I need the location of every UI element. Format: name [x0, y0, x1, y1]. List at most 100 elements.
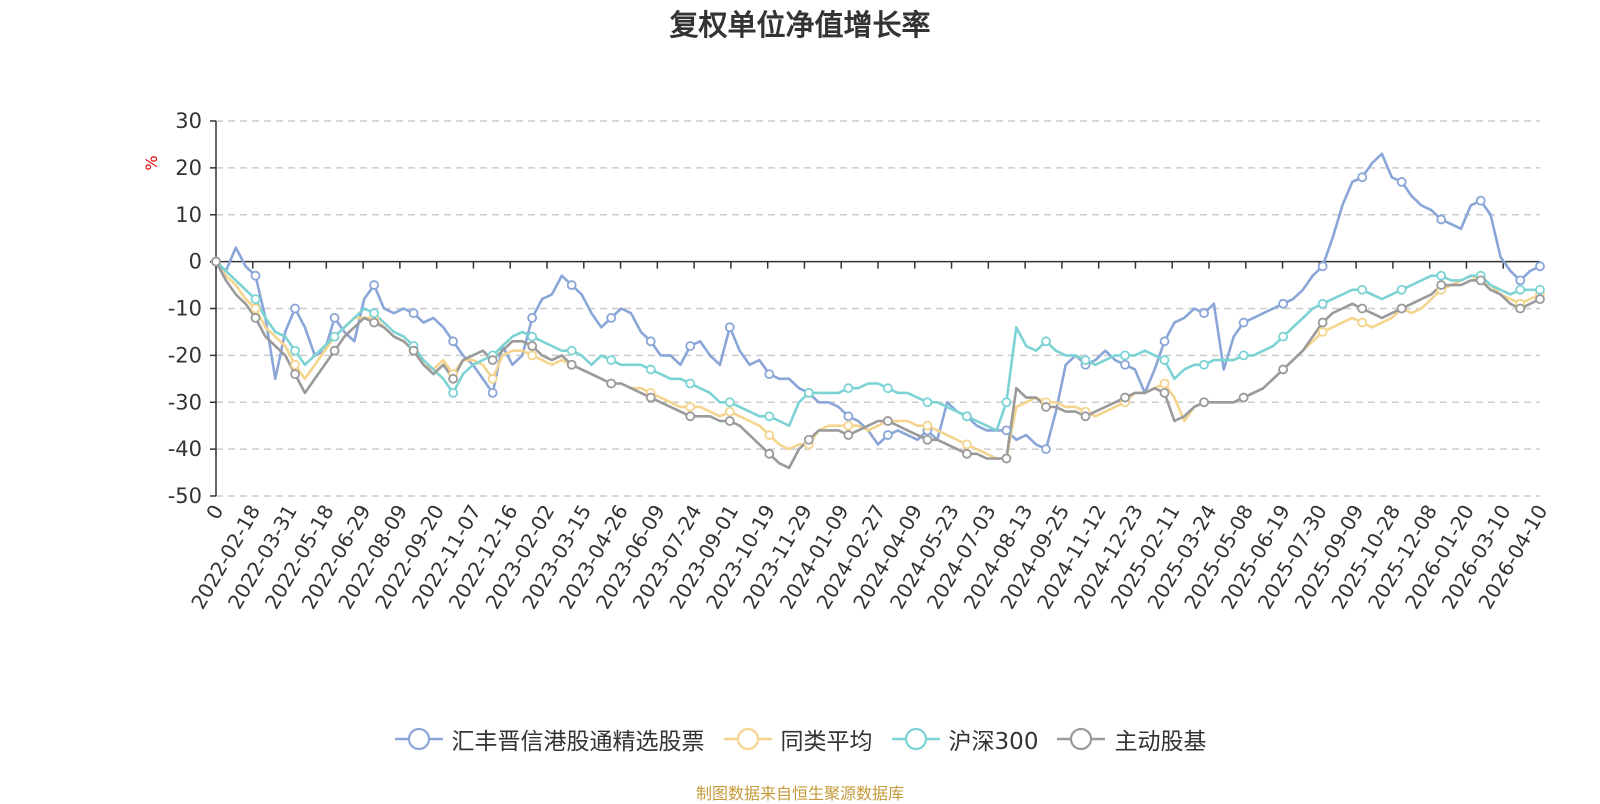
data-point: [448, 336, 459, 347]
y-tick-label: 0: [189, 250, 202, 274]
data-point: [1535, 261, 1545, 272]
data-point: [1120, 392, 1130, 403]
legend-marker-icon: [891, 727, 940, 751]
data-point: [685, 411, 696, 422]
data-point: [1001, 397, 1012, 408]
data-point: [369, 317, 379, 328]
data-point: [487, 373, 498, 384]
data-point: [1535, 284, 1545, 295]
chart-title: 复权单位净值增长率: [669, 8, 931, 42]
data-point: [803, 434, 814, 445]
y-tick-label: 10: [175, 203, 202, 227]
data-point: [1357, 317, 1368, 328]
data-point: [764, 430, 775, 440]
data-point: [1001, 425, 1012, 436]
data-point: [250, 294, 261, 305]
data-point: [329, 345, 340, 356]
data-point: [1436, 270, 1447, 281]
data-point: [843, 420, 854, 431]
data-point: [1238, 317, 1249, 328]
y-tick-label: -30: [168, 390, 202, 414]
data-point: [1357, 303, 1368, 314]
data-point: [764, 448, 775, 459]
source-note: 制图数据来自恒生聚源数据库: [695, 784, 904, 803]
grid-lines: [216, 120, 1540, 497]
data-point: [1515, 303, 1526, 314]
data-point: [487, 355, 498, 365]
legend-label: 汇丰晋信港股通精选股票: [451, 729, 705, 755]
data-point: [487, 387, 498, 398]
data-point: [1278, 364, 1289, 375]
data-point: [685, 341, 696, 351]
legend-marker-icon: [1057, 727, 1106, 751]
data-point: [1515, 284, 1526, 295]
data-point: [1535, 294, 1545, 305]
data-point: [448, 373, 459, 384]
data-point: [1199, 397, 1209, 408]
data-point: [369, 308, 379, 319]
data-point: [1317, 327, 1328, 337]
data-point: [290, 369, 300, 380]
data-point: [1041, 402, 1051, 412]
data-point: [408, 308, 419, 319]
data-point: [764, 411, 775, 422]
series-line-1: [215, 152, 1541, 451]
data-point: [882, 383, 893, 394]
legend-item-2[interactable]: 同类平均: [723, 722, 873, 756]
data-point: [724, 406, 735, 417]
data-point: [1159, 355, 1170, 365]
data-point: [1357, 284, 1368, 295]
data-point: [1120, 350, 1130, 361]
data-point: [527, 341, 538, 351]
data-point: [803, 387, 814, 398]
data-point: [1396, 284, 1407, 295]
series-line-2: [214, 260, 1541, 460]
data-point: [1080, 355, 1091, 365]
y-tick-label: -10: [168, 297, 202, 321]
series-markers: [211, 172, 1545, 464]
data-point: [962, 411, 972, 422]
legend-item-1[interactable]: 汇丰晋信港股通精选股票: [394, 722, 705, 756]
data-point: [1159, 387, 1170, 398]
data-point: [922, 434, 933, 445]
data-point: [1317, 298, 1328, 309]
data-point: [211, 256, 221, 267]
data-point: [1278, 298, 1289, 309]
data-point: [290, 345, 300, 356]
data-point: [1475, 275, 1486, 286]
data-point: [1199, 359, 1209, 370]
data-point: [329, 331, 340, 342]
y-tick-label: -50: [168, 484, 202, 508]
data-point: [369, 280, 379, 290]
data-point: [329, 312, 340, 323]
data-point: [724, 322, 735, 333]
data-point: [922, 420, 933, 431]
data-point: [1357, 172, 1368, 183]
legend-item-4[interactable]: 主动股基: [1056, 722, 1206, 756]
data-point: [645, 364, 656, 375]
data-point: [1278, 331, 1289, 342]
y-tick-label: 20: [175, 156, 202, 180]
data-point: [448, 387, 459, 398]
data-point: [250, 312, 261, 323]
y-tick-label: -40: [168, 437, 202, 461]
legend-label: 同类平均: [780, 729, 873, 755]
data-point: [527, 312, 538, 323]
data-point: [724, 397, 735, 408]
data-point: [527, 331, 538, 342]
data-point: [1120, 359, 1130, 370]
data-point: [1396, 303, 1407, 314]
data-point: [1436, 280, 1447, 290]
data-point: [1041, 444, 1051, 455]
series-line-4: [214, 260, 1541, 470]
data-point: [1396, 177, 1407, 187]
data-point: [290, 359, 300, 370]
data-point: [527, 350, 538, 361]
data-point: [1238, 350, 1249, 361]
data-point: [1475, 195, 1486, 206]
legend-marker-icon: [394, 727, 443, 751]
legend-item-3[interactable]: 沪深300: [891, 722, 1038, 756]
data-point: [685, 378, 696, 389]
data-point: [1159, 336, 1170, 347]
